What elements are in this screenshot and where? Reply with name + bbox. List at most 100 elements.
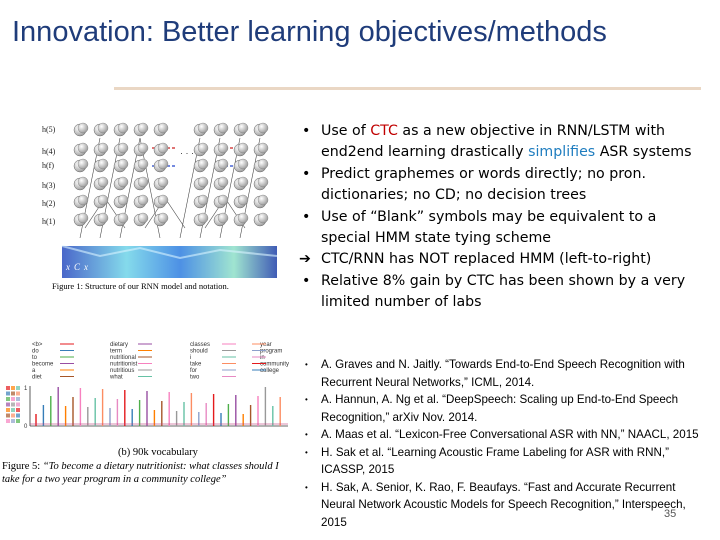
figure1-caption: Figure 1: Structure of our RNN model and… — [52, 281, 229, 291]
bullet-text: Use of — [321, 123, 371, 139]
legend-entry: in — [260, 355, 265, 361]
bullet-glyph: • — [302, 123, 311, 139]
legend-entry: college — [260, 368, 280, 374]
color-cell — [6, 413, 10, 418]
network-node — [237, 142, 249, 154]
network-node — [117, 212, 129, 224]
color-cell — [16, 397, 20, 401]
bullet-glyph: • — [305, 447, 308, 457]
legend-entry: classes — [190, 342, 210, 348]
layer-label: h(4) — [42, 147, 56, 156]
legend-entry: two — [190, 375, 200, 381]
network-node — [237, 194, 249, 206]
legend-entry: nutritional — [110, 355, 136, 361]
network-node — [97, 212, 109, 224]
network-node — [217, 194, 229, 206]
bullet-item: • Predict graphemes or words directly; n… — [296, 164, 706, 207]
reference-text: A. Hannun, A. Ng et al. “DeepSpeech: Sca… — [321, 393, 679, 424]
bullet-item: • Use of “Blank” symbols may be equivale… — [296, 207, 706, 250]
color-cell — [6, 419, 10, 423]
legend-entry: nutritious — [110, 368, 134, 374]
layer-label: h(2) — [42, 199, 56, 208]
reference-text: H. Sak et al. “Learning Acoustic Frame L… — [321, 445, 669, 477]
layer-label: h(f) — [42, 161, 54, 170]
network-node — [217, 158, 229, 170]
network-node — [157, 176, 169, 188]
bullet-text: CTC/RNN has NOT replaced HMM (left-to-ri… — [321, 251, 652, 268]
reference-item: • A. Graves and N. Jaitly. “Towards End-t… — [300, 356, 710, 391]
layer-label: h(1) — [42, 217, 56, 226]
network-node — [157, 194, 169, 206]
figure5-caption-quote: “To become a dietary nutritionist: what … — [2, 461, 279, 485]
color-cell — [11, 402, 15, 407]
rnn-structure-figure: h(5) h(4) h(f) h(3) h(2) h(1) · · · x C … — [40, 118, 290, 293]
legend-entry: year — [260, 342, 272, 348]
figure5-sublabel: (b) 90k vocabulary — [118, 447, 198, 458]
bullet-text: ASR systems — [595, 144, 692, 161]
reference-list: • A. Graves and N. Jaitly. “Towards End-t… — [300, 356, 710, 531]
color-cell — [16, 391, 20, 396]
reference-item: • A. Hannun, A. Ng et al. “DeepSpeech: Sc… — [300, 391, 710, 426]
legend-entry: program — [260, 349, 282, 355]
network-node — [217, 142, 229, 154]
color-cell — [6, 397, 10, 401]
color-cell — [11, 391, 15, 396]
network-node — [77, 158, 89, 170]
reference-text: A. Graves and N. Jaitly. “Towards End-to… — [321, 358, 685, 389]
color-cell — [11, 419, 15, 423]
network-node — [157, 122, 169, 134]
network-node — [117, 158, 129, 170]
input-label: x — [83, 262, 88, 272]
arrow-icon: ➔ — [299, 251, 311, 268]
network-node — [197, 158, 209, 170]
network-node — [197, 194, 209, 206]
network-node — [217, 212, 229, 224]
character-probability-figure: <b> do to become a diet dietary term nutritiona… — [2, 338, 290, 453]
network-node — [237, 122, 249, 134]
color-cell — [6, 408, 10, 412]
legend-entry: i — [190, 355, 191, 361]
network-node — [157, 142, 169, 154]
input-label: x — [65, 262, 70, 272]
network-node — [117, 142, 129, 154]
legend-entry: community — [260, 362, 289, 368]
bullet-text: Use of “Blank” symbols may be equivalent… — [321, 208, 657, 247]
legend-entry: to — [32, 355, 38, 361]
network-node — [117, 194, 129, 206]
bullet-glyph: • — [302, 208, 311, 225]
network-node — [157, 212, 169, 224]
color-cell — [6, 386, 10, 390]
bullet-text: Relative 8% gain by CTC has been shown b… — [321, 272, 686, 311]
legend-entry: <b> — [32, 342, 43, 348]
bullet-glyph: • — [305, 360, 308, 369]
network-node — [157, 158, 169, 170]
network-node — [97, 194, 109, 206]
color-cell — [11, 413, 15, 418]
network-node — [77, 122, 89, 134]
input-label: C — [74, 262, 81, 272]
network-node — [97, 158, 109, 170]
legend-entry: take — [190, 362, 202, 368]
network-node — [77, 142, 89, 154]
legend-entry: for — [190, 368, 197, 374]
reference-text: A. Maas et al. “Lexicon-Free Conversatio… — [321, 428, 699, 441]
legend-entry: do — [32, 349, 39, 355]
reference-text: H. Sak, A. Senior, K. Rao, F. Beaufays. … — [321, 480, 686, 529]
page-number: 35 — [664, 508, 677, 520]
network-node — [137, 212, 149, 224]
bullet-glyph: • — [302, 272, 311, 289]
reference-item: • H. Sak, A. Senior, K. Rao, F. Beaufays.… — [300, 479, 710, 532]
color-cell — [11, 386, 15, 390]
slide-title: Innovation: Better learning objectives/m… — [12, 16, 607, 48]
network-node — [217, 122, 229, 134]
color-cell — [16, 413, 20, 418]
color-cell — [16, 386, 20, 390]
network-node — [237, 158, 249, 170]
network-node — [257, 194, 269, 206]
network-node — [257, 122, 269, 134]
bullet-text: as a new objective in RNN/LSTM with end2… — [321, 123, 666, 161]
network-node — [77, 194, 89, 206]
layer-label: h(3) — [42, 181, 56, 190]
network-node — [137, 176, 149, 188]
